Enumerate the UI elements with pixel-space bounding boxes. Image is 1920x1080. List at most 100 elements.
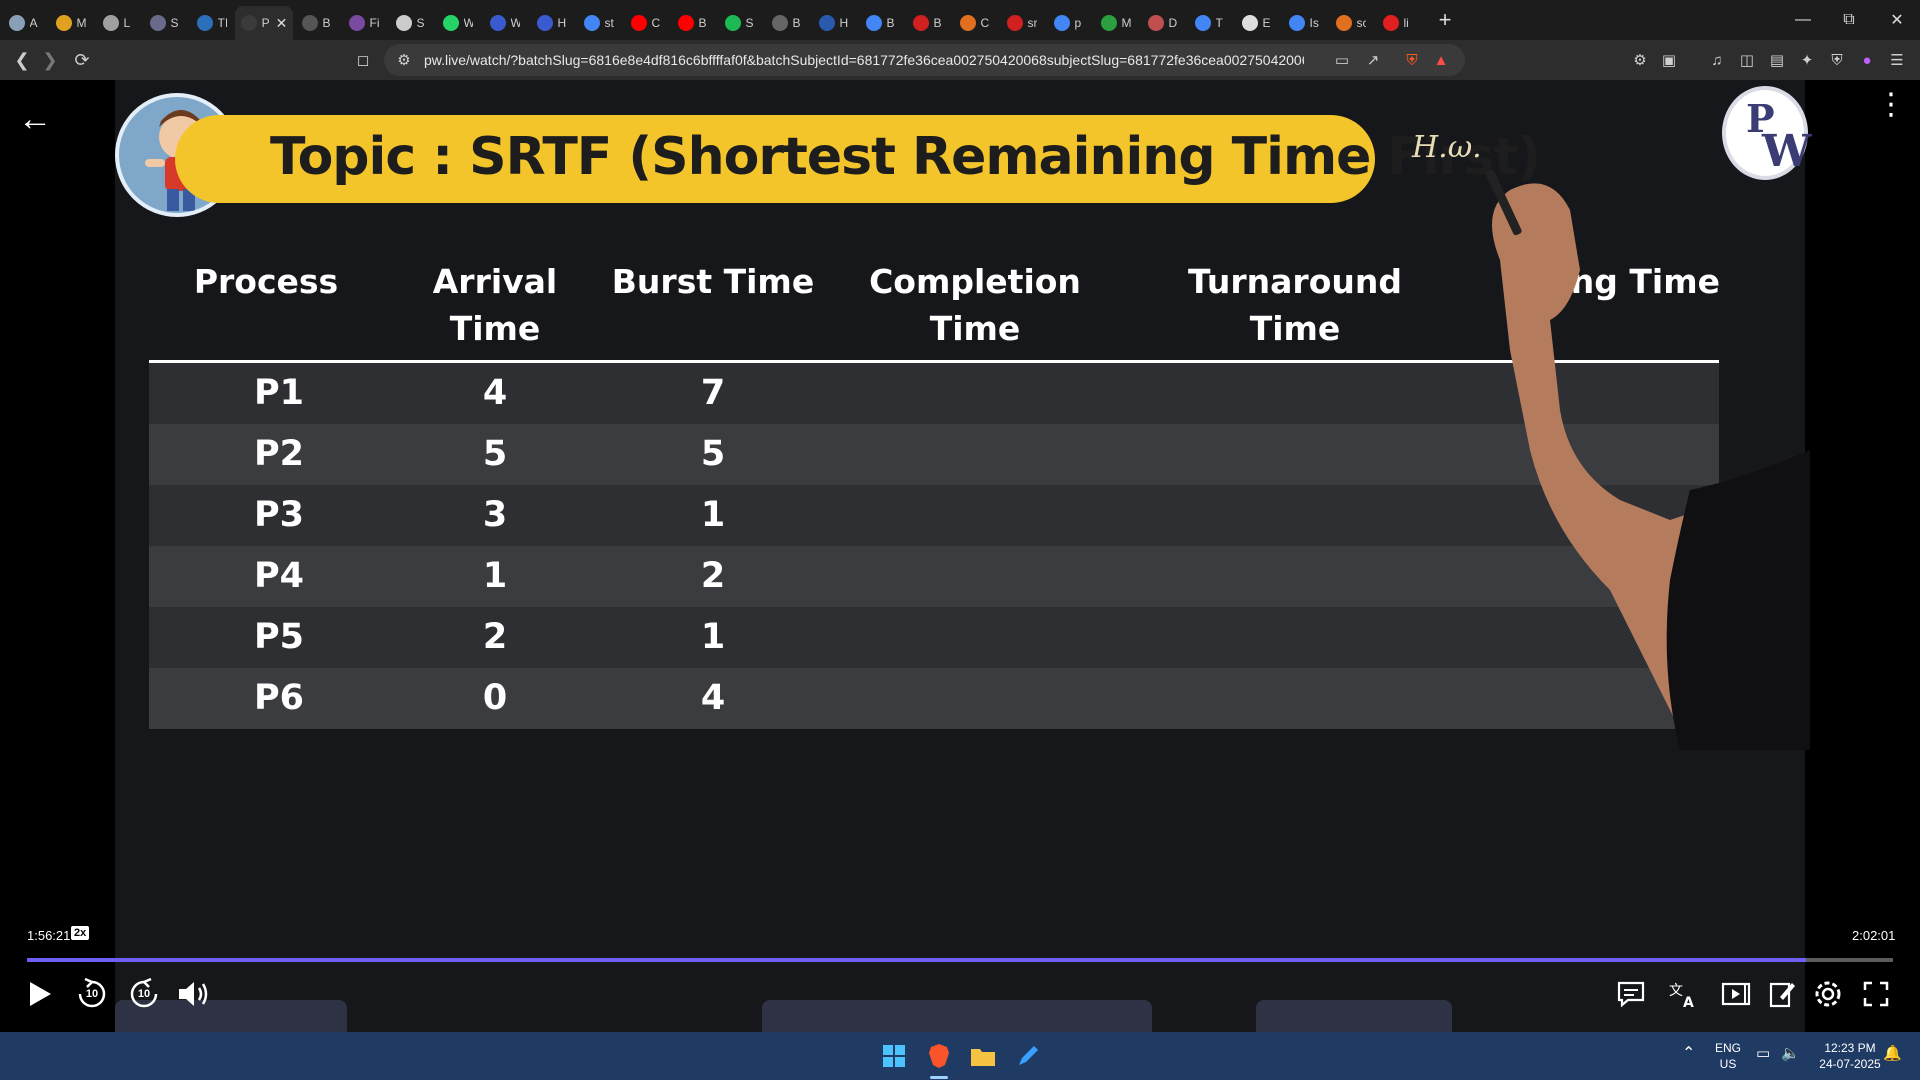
address-bar[interactable]: ⚙ pw.live/watch/?batchSlug=6816e8e4df816… xyxy=(384,44,1465,76)
restore-button[interactable]: ⧉ xyxy=(1843,11,1855,28)
browser-tab[interactable]: sc xyxy=(1327,6,1374,40)
settings-gear-icon[interactable] xyxy=(1810,976,1846,1012)
media-icon[interactable]: ♫ xyxy=(1711,51,1723,69)
tab-title: M xyxy=(76,16,86,30)
browser-tab[interactable]: W xyxy=(434,6,481,40)
network-icon[interactable]: ▭ xyxy=(1756,1045,1771,1062)
play-icon[interactable] xyxy=(22,976,58,1012)
browser-tab[interactable]: B xyxy=(293,6,340,40)
fullscreen-icon[interactable] xyxy=(1858,976,1894,1012)
board-toolbar-right xyxy=(1256,1000,1452,1032)
browser-tab[interactable]: sr xyxy=(998,6,1045,40)
notes-icon[interactable] xyxy=(1764,976,1800,1012)
browser-tab[interactable]: S xyxy=(141,6,188,40)
sidebar-icon[interactable]: ◫ xyxy=(1739,52,1755,69)
brave-taskbar-icon[interactable] xyxy=(923,1040,955,1072)
browser-tab[interactable]: M xyxy=(47,6,94,40)
browser-tab[interactable]: A xyxy=(0,6,47,40)
windows-start-icon[interactable] xyxy=(878,1040,910,1072)
brave-shields-icon[interactable]: ⛨ xyxy=(1406,51,1418,69)
browser-tab[interactable]: D xyxy=(1139,6,1186,40)
seek-bar[interactable] xyxy=(27,958,1893,962)
profile-icon[interactable]: ● xyxy=(1862,51,1872,69)
pw-icon xyxy=(240,15,257,31)
table-row: P3 3 1 xyxy=(149,485,1719,546)
url-text[interactable]: pw.live/watch/?batchSlug=6816e8e4df816c6… xyxy=(424,52,1304,68)
speaker-icon[interactable]: 🔈 xyxy=(1781,1045,1800,1062)
browser-tab[interactable]: Is xyxy=(1280,6,1327,40)
notification-bell-icon[interactable]: 🔔 xyxy=(1883,1045,1902,1062)
vpn-icon[interactable]: ⛨ xyxy=(1831,51,1843,69)
brave-rewards-icon[interactable]: ▲ xyxy=(1433,51,1449,69)
browser-tab[interactable]: P ✕ xyxy=(235,6,293,40)
wallet-icon[interactable]: ▤ xyxy=(1769,52,1785,69)
clock[interactable]: 12:23 PM 24-07-2025 xyxy=(1819,1041,1881,1071)
back-icon[interactable]: ❮ xyxy=(14,49,30,70)
rewind-10-icon[interactable]: 10 xyxy=(74,976,110,1012)
back-arrow-icon[interactable]: ← xyxy=(18,100,52,138)
browser-tab[interactable]: S xyxy=(716,6,763,40)
file-explorer-icon[interactable] xyxy=(967,1040,999,1072)
share-icon[interactable]: ↗ xyxy=(1366,52,1380,69)
process-cell: P5 xyxy=(253,617,304,657)
forward-10-icon[interactable]: 10 xyxy=(126,976,162,1012)
google-icon xyxy=(583,15,600,31)
screenshot-icon[interactable]: ▣ xyxy=(1661,52,1677,69)
stack-icon xyxy=(959,15,976,31)
cast-icon[interactable]: ▭ xyxy=(1334,52,1350,69)
browser-tab[interactable]: S xyxy=(387,6,434,40)
browser-tab[interactable]: W xyxy=(481,6,528,40)
browser-tab[interactable]: B xyxy=(763,6,810,40)
menu-icon[interactable]: ☰ xyxy=(1890,52,1904,69)
language-indicator[interactable]: ENG US xyxy=(1714,1041,1741,1071)
process-cell: P4 xyxy=(253,556,304,596)
browser-tab[interactable]: T xyxy=(1186,6,1233,40)
close-window-button[interactable]: ✕ xyxy=(1890,12,1904,29)
site-settings-icon[interactable]: ⚙ xyxy=(397,52,411,69)
process-cell: P6 xyxy=(253,678,304,718)
video-player[interactable]: Topic : SRTF (Shortest Remaining Time Fi… xyxy=(0,80,1920,1032)
browser-tab[interactable]: TI xyxy=(188,6,235,40)
table-row: P2 5 5 xyxy=(149,424,1719,485)
tray-chevron-icon[interactable]: ⌃ xyxy=(1682,1045,1696,1062)
browser-tab[interactable]: Fi xyxy=(340,6,387,40)
browser-tab[interactable]: B xyxy=(669,6,716,40)
tab-title: B xyxy=(698,16,707,30)
pen-app-icon[interactable] xyxy=(1012,1040,1044,1072)
ring-icon xyxy=(1100,15,1117,31)
browser-tab[interactable]: p xyxy=(1045,6,1092,40)
browser-tab[interactable]: B xyxy=(857,6,904,40)
forward-icon[interactable]: ❯ xyxy=(42,49,58,70)
header-completion-time: Completion Time xyxy=(869,262,1081,348)
arrival-cell: 3 xyxy=(482,495,508,535)
leo-ai-icon[interactable]: ✦ xyxy=(1800,52,1814,69)
browser-tab[interactable]: H xyxy=(810,6,857,40)
tab-title: p xyxy=(1074,16,1082,30)
browser-tab[interactable]: E xyxy=(1233,6,1280,40)
header-turnaround-time: Turnaround Time xyxy=(1188,262,1402,348)
volume-icon[interactable] xyxy=(176,976,212,1012)
browser-tab[interactable]: C xyxy=(622,6,669,40)
browser-tab[interactable]: L xyxy=(94,6,141,40)
tab-title: T xyxy=(1215,16,1223,30)
speed-badge[interactable]: 2x xyxy=(71,926,90,940)
more-options-icon[interactable]: ⋮ xyxy=(1876,88,1906,121)
browser-tab[interactable]: li xyxy=(1374,6,1421,40)
browser-tab[interactable]: st xyxy=(575,6,622,40)
extensions-icon[interactable]: ⚙ xyxy=(1633,52,1647,69)
playlist-icon[interactable] xyxy=(1718,976,1754,1012)
stack-icon xyxy=(1335,15,1352,31)
close-tab-icon[interactable]: ✕ xyxy=(275,14,288,31)
browser-tab[interactable]: H xyxy=(528,6,575,40)
new-tab-button[interactable]: + xyxy=(1438,7,1452,32)
browser-tab[interactable]: B xyxy=(904,6,951,40)
browser-tab[interactable]: M xyxy=(1092,6,1139,40)
browser-tab[interactable]: C xyxy=(951,6,998,40)
captions-icon[interactable] xyxy=(1613,976,1649,1012)
gfg-icon xyxy=(912,15,929,31)
tab-title: S xyxy=(170,16,179,30)
bookmark-icon[interactable]: ◻ xyxy=(356,52,370,69)
minimize-button[interactable]: — xyxy=(1795,11,1811,28)
reload-icon[interactable]: ⟳ xyxy=(74,49,90,70)
